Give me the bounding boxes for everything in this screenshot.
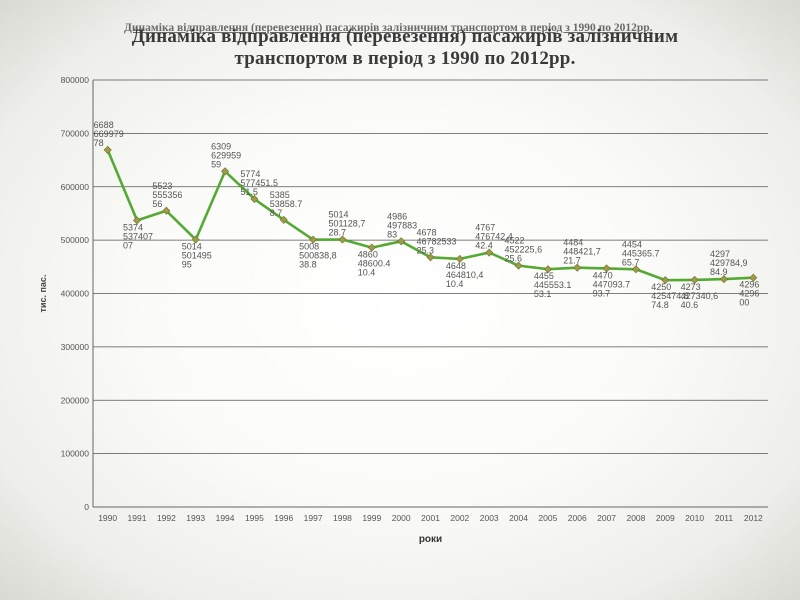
gridlines bbox=[93, 79, 768, 455]
data-label-2006: 4484 448421,7 21.7 bbox=[563, 238, 601, 266]
x-tick-label: 1991 bbox=[128, 513, 147, 523]
x-tick-label: 2006 bbox=[568, 513, 587, 523]
chart-title: Динаміка відправлення (перевезення) паса… bbox=[131, 26, 679, 70]
data-label-2005: 4455 445553.1 53.1 bbox=[534, 271, 572, 299]
data-labels: 6688 669979 78 5374 537407 07 5523 555356 56 5014… bbox=[94, 120, 760, 310]
data-point-2008 bbox=[631, 265, 640, 274]
data-point-1999 bbox=[367, 243, 376, 252]
data-point-2000 bbox=[397, 237, 406, 246]
data-point-2001 bbox=[426, 253, 435, 262]
x-tick-label: 2011 bbox=[715, 513, 734, 523]
y-tick-label: 600000 bbox=[61, 182, 90, 192]
x-tick-label: 1995 bbox=[245, 513, 264, 523]
data-point-1995 bbox=[250, 195, 259, 204]
x-tick-label: 2008 bbox=[626, 513, 645, 523]
y-tick-label: 0 bbox=[84, 502, 89, 512]
x-tick-label: 2002 bbox=[450, 513, 469, 523]
y-tick-label: 200000 bbox=[61, 395, 90, 405]
x-tick-label: 1994 bbox=[216, 513, 235, 523]
data-point-1992 bbox=[162, 206, 171, 215]
data-point-1994 bbox=[221, 167, 230, 176]
x-tick-label: 1992 bbox=[157, 513, 176, 523]
y-axis-label: тис. пас. bbox=[38, 275, 48, 313]
data-label-1994: 6309 629959 59 bbox=[211, 141, 241, 169]
data-label-1995: 5774 577451.5 51.5 bbox=[240, 169, 278, 197]
data-label-1990: 6688 669979 78 bbox=[94, 120, 124, 148]
data-point-2004 bbox=[514, 261, 523, 270]
data-point-1996 bbox=[279, 215, 288, 224]
data-label-2004: 4522 452225,6 25.6 bbox=[505, 236, 543, 264]
data-label-2012: 4296 4296 00 bbox=[739, 280, 759, 308]
data-point-1998 bbox=[338, 235, 347, 244]
x-tick-labels: 1990 1991 1992 1993 1994 1995 1996 1997 1998 1999… bbox=[98, 513, 763, 523]
x-tick-label: 2007 bbox=[597, 513, 616, 523]
y-tick-label: 300000 bbox=[61, 342, 90, 352]
data-point-1993 bbox=[191, 235, 200, 244]
data-point-1991 bbox=[132, 216, 142, 225]
y-tick-labels: 0 100000 200000 300000 400000 500000 600000 700… bbox=[61, 75, 90, 512]
data-label-1991: 5374 537407 07 bbox=[123, 222, 153, 250]
ghost-title: Динаміка відправлення (перевезення) паса… bbox=[124, 22, 653, 34]
data-label-2000: 4986 497883 83 bbox=[387, 211, 417, 239]
data-point-2009 bbox=[661, 276, 670, 285]
data-label-1996: 5385 53858.7 8.7 bbox=[270, 190, 303, 218]
data-label-2010: 4273 427340,6 40.6 bbox=[681, 282, 719, 310]
x-tick-label: 2003 bbox=[480, 513, 499, 523]
data-point-2010 bbox=[690, 275, 699, 284]
x-tick-label: 2000 bbox=[392, 513, 411, 523]
y-tick-label: 400000 bbox=[61, 289, 90, 299]
data-label-2011: 4297 429784,9 84.9 bbox=[710, 249, 748, 277]
data-label-1998: 5014 501128,7 28.7 bbox=[328, 210, 365, 238]
x-tick-label: 2012 bbox=[744, 513, 763, 523]
y-tick-label: 700000 bbox=[61, 128, 90, 138]
x-tick-label: 1996 bbox=[274, 513, 293, 523]
y-tick-label: 800000 bbox=[61, 75, 90, 85]
y-tick-label: 500000 bbox=[61, 235, 90, 245]
data-label-1997: 5008 500838,8 38.8 bbox=[299, 242, 337, 270]
data-point-2003 bbox=[485, 248, 494, 257]
data-point-2006 bbox=[573, 263, 582, 272]
series-line bbox=[103, 145, 758, 285]
data-label-2001: 4678 46782533 25.3 bbox=[417, 227, 457, 255]
axes bbox=[92, 80, 768, 508]
data-label-2007: 4470 447093.7 93.7 bbox=[593, 270, 631, 298]
x-tick-label: 1997 bbox=[304, 513, 323, 523]
data-label-1992: 5523 555356 56 bbox=[152, 181, 182, 209]
data-label-2009: 4250 425474.8 74.8 bbox=[651, 282, 689, 310]
data-point-2012 bbox=[749, 273, 758, 282]
x-tick-label: 1993 bbox=[186, 513, 205, 523]
y-tick-label: 100000 bbox=[61, 449, 90, 459]
data-point-2007 bbox=[602, 264, 611, 273]
data-point-2002 bbox=[455, 254, 464, 263]
data-point-2005 bbox=[543, 265, 552, 274]
data-label-1993: 5014 501495 95 bbox=[182, 242, 212, 270]
data-label-2008: 4454 445365.7 65.7 bbox=[622, 239, 660, 267]
data-label-1999: 4860 48600.4 10.4 bbox=[358, 250, 391, 278]
data-point-1997 bbox=[309, 235, 318, 244]
data-label-2002: 4648 464810,4 10.4 bbox=[446, 261, 484, 289]
x-tick-label: 2010 bbox=[685, 513, 704, 523]
x-tick-label: 2009 bbox=[656, 513, 675, 523]
x-tick-label: 1998 bbox=[333, 513, 352, 523]
data-point-2011 bbox=[719, 275, 729, 284]
x-axis-label: роки bbox=[419, 534, 442, 545]
x-tick-label: 2004 bbox=[509, 513, 528, 523]
x-tick-label: 2001 bbox=[421, 513, 440, 523]
x-tick-label: 2005 bbox=[538, 513, 557, 523]
x-tick-label: 1999 bbox=[362, 513, 381, 523]
x-tick-label: 1990 bbox=[98, 513, 117, 523]
data-label-2003: 4767 476742,4 42.4 bbox=[475, 223, 513, 251]
data-point-1990 bbox=[103, 145, 112, 154]
